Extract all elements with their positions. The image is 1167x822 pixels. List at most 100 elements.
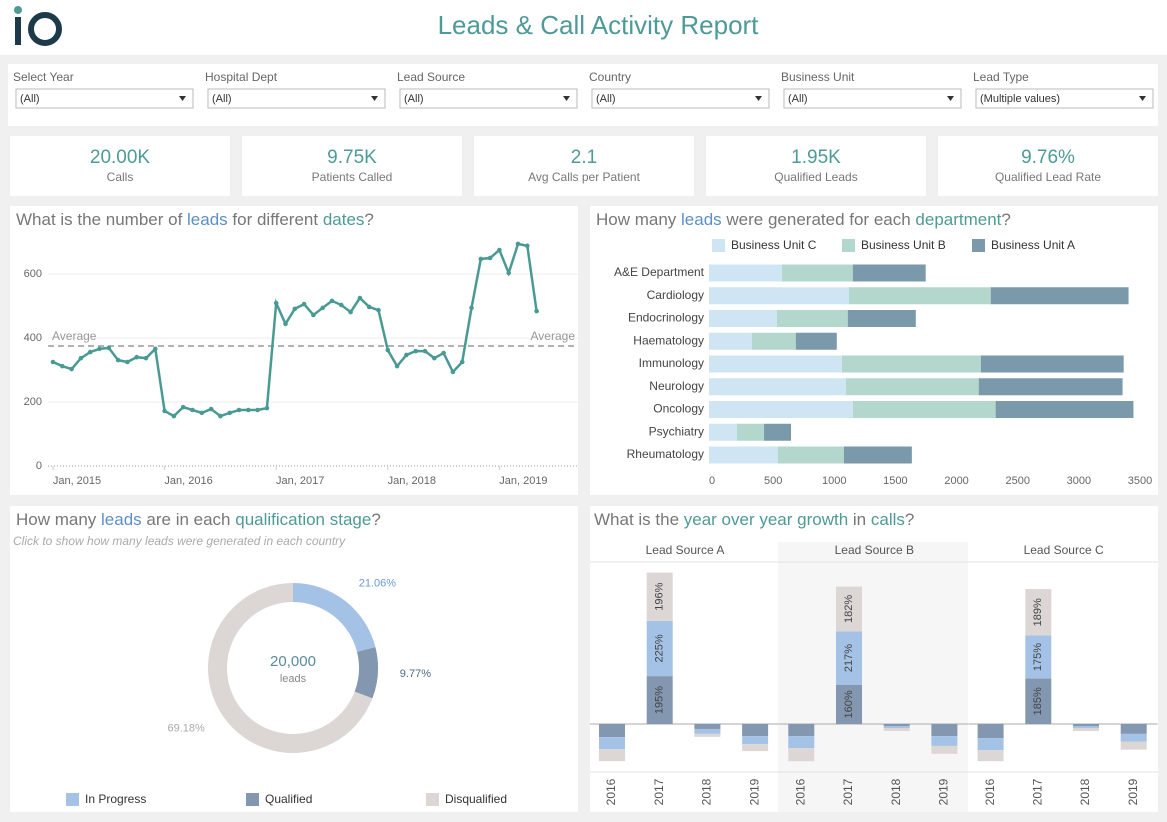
data-point [283, 321, 288, 327]
bar-segment [742, 724, 769, 737]
title-part: in [848, 510, 871, 529]
title-part: department [915, 210, 1001, 229]
pie-slice[interactable] [293, 583, 376, 652]
x-tick-label: 2018 [700, 778, 714, 805]
title-part: What is the [594, 510, 684, 529]
kpi-card [938, 136, 1158, 196]
data-point [450, 369, 456, 375]
title-part: calls [871, 510, 905, 529]
data-point [404, 352, 409, 358]
legend-swatch [246, 793, 259, 806]
bar-segment [977, 738, 1004, 751]
bar-segment [1120, 733, 1147, 742]
x-tick-label: 2017 [652, 778, 666, 805]
filter-dropdown[interactable] [399, 88, 578, 109]
bar-segment [978, 378, 1123, 396]
data-point [171, 413, 177, 419]
y-tick-label: Neurology [649, 379, 704, 393]
bar-segment [995, 401, 1134, 418]
data-point [301, 301, 307, 307]
bar-segment [883, 724, 910, 727]
bar-segment [709, 264, 782, 282]
bar-segment [764, 423, 792, 441]
pie-slice[interactable] [354, 647, 378, 699]
bar-segment [599, 724, 625, 738]
x-tick-label: 1000 [822, 475, 846, 487]
chart-title: What is the year over year growth in cal… [594, 510, 914, 529]
filter-dropdown[interactable] [783, 88, 962, 109]
panel [10, 506, 578, 812]
data-point [320, 305, 326, 311]
y-tick-label: Psychiatry [649, 424, 704, 438]
bar-segment [599, 737, 625, 750]
value-label: 195% [654, 686, 666, 714]
bar-segment [709, 332, 752, 350]
x-tick-label: 2017 [841, 778, 855, 805]
slice-label: 9.77% [400, 668, 431, 680]
legend-label: Business Unit B [861, 238, 946, 252]
data-point [357, 295, 363, 301]
legend-label: Business Unit A [991, 238, 1075, 252]
x-tick-label: Jan, 2015 [53, 475, 101, 487]
data-point [497, 247, 502, 253]
logo-dot [14, 6, 22, 14]
data-point [525, 243, 530, 249]
data-point [246, 407, 251, 413]
bar-segment [646, 572, 673, 621]
filter-dropdown[interactable] [207, 88, 386, 109]
bar-segment [751, 332, 796, 350]
kpi-label: Calls [107, 170, 134, 184]
data-point [162, 408, 167, 414]
logo-ring [28, 12, 62, 46]
filter-dropdown[interactable] [15, 88, 194, 109]
page-title: Leads & Call Activity Report [438, 10, 760, 40]
legend-swatch [842, 239, 855, 252]
kpi-card [242, 136, 462, 196]
data-point [255, 407, 260, 413]
data-point [432, 355, 437, 361]
legend-swatch [426, 793, 439, 806]
data-point [459, 359, 465, 365]
legend-swatch [66, 793, 79, 806]
bar-segment [709, 310, 777, 327]
title-part: How many [16, 510, 101, 529]
data-point [264, 405, 270, 411]
dropdown-arrow [563, 96, 570, 101]
x-tick-label: 500 [764, 475, 782, 487]
bar-segment [883, 727, 910, 731]
data-point [478, 256, 484, 262]
bar-segment [788, 724, 815, 737]
x-tick-label: 2018 [889, 778, 903, 805]
dropdown-arrow [1139, 96, 1146, 101]
filter-dropdown[interactable] [591, 88, 770, 109]
title-part: ? [905, 510, 914, 529]
data-point [125, 359, 130, 365]
bar-segment [883, 726, 910, 728]
bar-segment [836, 586, 862, 632]
y-tick-label: 600 [24, 268, 42, 280]
filter-dropdown[interactable] [975, 88, 1154, 109]
logo [14, 6, 62, 46]
value-label: 182% [843, 595, 855, 623]
data-point [487, 255, 493, 261]
title-part: year over year growth [684, 510, 848, 529]
bar-segment [694, 728, 721, 734]
title-part: dates [323, 210, 365, 229]
title-part: are in each [142, 510, 236, 529]
panel-title: Lead Source C [1024, 543, 1104, 557]
data-point [366, 304, 372, 310]
y-tick-label: Endocrinology [628, 311, 704, 325]
panel-title: Lead Source A [646, 543, 725, 557]
filter-value: (All) [212, 93, 232, 105]
average-label: Average [531, 329, 576, 343]
dropdown-arrow [947, 96, 954, 101]
bar-segment [1025, 635, 1052, 679]
kpi-card [706, 136, 926, 196]
chart-subtitle: Click to show how many leads were genera… [13, 534, 346, 548]
legend-label: Disqualified [445, 792, 507, 806]
data-point [534, 308, 539, 314]
kpi-value: 20.00K [90, 147, 151, 168]
title-part: What is the number of [16, 210, 187, 229]
kpi-value: 9.75K [327, 147, 377, 168]
data-point [329, 298, 335, 304]
